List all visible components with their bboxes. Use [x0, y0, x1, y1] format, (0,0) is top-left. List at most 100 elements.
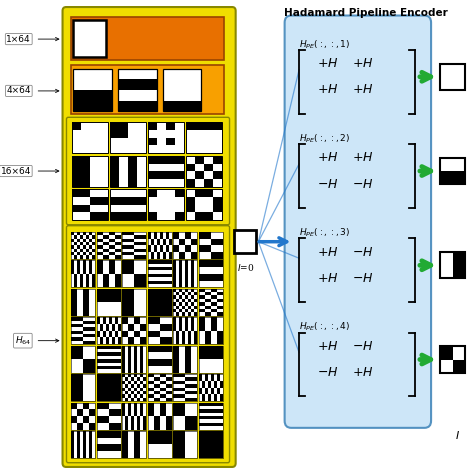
- Bar: [140, 264, 143, 267]
- Bar: [112, 431, 115, 434]
- Bar: [109, 299, 112, 302]
- Bar: [154, 281, 157, 284]
- Bar: [188, 334, 191, 337]
- Bar: [118, 423, 120, 426]
- Bar: [118, 366, 120, 369]
- Bar: [219, 252, 223, 255]
- Bar: [83, 260, 86, 264]
- Bar: [118, 377, 120, 381]
- Bar: [103, 299, 106, 302]
- Bar: [204, 122, 213, 130]
- Bar: [89, 264, 92, 267]
- Bar: [179, 451, 182, 455]
- Bar: [165, 255, 169, 259]
- Bar: [89, 302, 92, 306]
- Bar: [202, 384, 205, 388]
- Bar: [122, 232, 146, 259]
- Bar: [122, 341, 125, 344]
- Bar: [71, 441, 74, 445]
- Bar: [195, 138, 204, 146]
- Bar: [112, 455, 115, 458]
- Bar: [80, 356, 83, 359]
- Bar: [106, 423, 109, 426]
- Bar: [205, 302, 208, 306]
- Bar: [106, 334, 109, 337]
- Bar: [217, 349, 219, 352]
- Bar: [103, 274, 106, 277]
- Bar: [157, 409, 160, 413]
- Bar: [169, 349, 172, 352]
- Bar: [148, 317, 151, 320]
- Bar: [210, 320, 214, 324]
- Bar: [210, 394, 214, 398]
- Bar: [205, 431, 208, 434]
- Bar: [160, 317, 163, 320]
- Bar: [191, 448, 194, 451]
- Bar: [92, 409, 95, 413]
- Bar: [80, 416, 83, 419]
- Bar: [176, 309, 179, 312]
- Bar: [137, 320, 140, 324]
- Bar: [163, 434, 165, 438]
- Bar: [151, 438, 154, 441]
- Bar: [208, 302, 210, 306]
- Bar: [151, 445, 154, 448]
- Bar: [125, 394, 128, 398]
- Bar: [143, 292, 146, 295]
- Bar: [131, 255, 134, 259]
- Bar: [163, 249, 165, 252]
- Bar: [74, 352, 77, 356]
- Bar: [166, 130, 175, 138]
- Bar: [148, 409, 151, 413]
- Bar: [208, 284, 210, 287]
- Bar: [165, 451, 169, 455]
- Bar: [210, 238, 214, 242]
- Bar: [115, 359, 118, 363]
- Bar: [163, 90, 201, 100]
- Bar: [71, 431, 74, 434]
- Bar: [131, 246, 134, 249]
- Bar: [217, 388, 219, 391]
- Bar: [89, 270, 92, 274]
- Bar: [188, 235, 191, 238]
- Bar: [103, 260, 106, 264]
- Bar: [71, 317, 95, 344]
- Bar: [194, 295, 197, 299]
- Bar: [71, 406, 74, 409]
- Bar: [154, 317, 157, 320]
- Bar: [137, 359, 140, 363]
- Bar: [194, 434, 197, 438]
- Bar: [86, 299, 89, 302]
- Bar: [89, 394, 92, 398]
- Bar: [140, 426, 143, 429]
- Bar: [188, 426, 191, 429]
- Bar: [128, 238, 131, 242]
- Bar: [188, 423, 191, 426]
- Bar: [71, 246, 74, 249]
- Bar: [131, 260, 134, 264]
- Bar: [118, 374, 120, 377]
- Bar: [195, 164, 204, 171]
- Bar: [112, 274, 115, 277]
- Bar: [128, 423, 131, 426]
- Bar: [194, 391, 197, 394]
- Bar: [188, 270, 191, 274]
- Bar: [106, 384, 109, 388]
- Bar: [118, 252, 120, 255]
- Bar: [169, 255, 172, 259]
- Bar: [169, 317, 172, 320]
- Bar: [103, 445, 106, 448]
- Bar: [128, 324, 131, 328]
- Bar: [80, 366, 83, 369]
- Bar: [148, 423, 151, 426]
- Bar: [86, 255, 89, 259]
- Bar: [134, 377, 137, 381]
- Bar: [100, 232, 103, 235]
- Bar: [86, 277, 89, 281]
- Bar: [71, 334, 74, 337]
- Bar: [125, 337, 128, 341]
- Bar: [134, 451, 137, 455]
- Bar: [115, 341, 118, 344]
- Bar: [151, 299, 154, 302]
- Bar: [128, 295, 131, 299]
